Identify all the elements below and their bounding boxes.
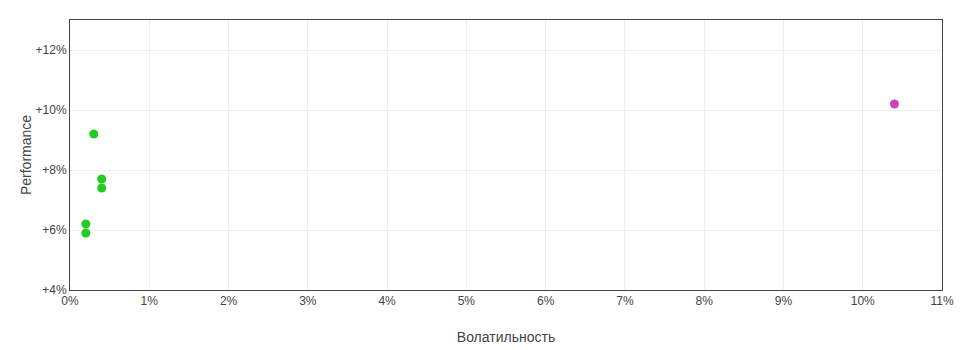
svg-text:0%: 0% [61, 294, 79, 308]
svg-text:Волатильность: Волатильность [457, 329, 555, 345]
svg-text:3%: 3% [299, 294, 317, 308]
svg-text:11%: 11% [930, 294, 953, 308]
svg-text:9%: 9% [775, 294, 793, 308]
svg-text:8%: 8% [696, 294, 714, 308]
svg-text:+6%: +6% [42, 223, 67, 237]
svg-text:1%: 1% [141, 294, 159, 308]
svg-text:+4%: +4% [42, 283, 67, 297]
svg-text:+10%: +10% [36, 103, 67, 117]
svg-text:+8%: +8% [42, 163, 67, 177]
svg-text:7%: 7% [616, 294, 634, 308]
svg-text:+12%: +12% [36, 43, 67, 57]
svg-text:2%: 2% [220, 294, 238, 308]
svg-text:4%: 4% [378, 294, 396, 308]
svg-text:10%: 10% [851, 294, 875, 308]
svg-text:6%: 6% [537, 294, 555, 308]
svg-text:5%: 5% [458, 294, 476, 308]
svg-text:Performance: Performance [18, 115, 34, 195]
